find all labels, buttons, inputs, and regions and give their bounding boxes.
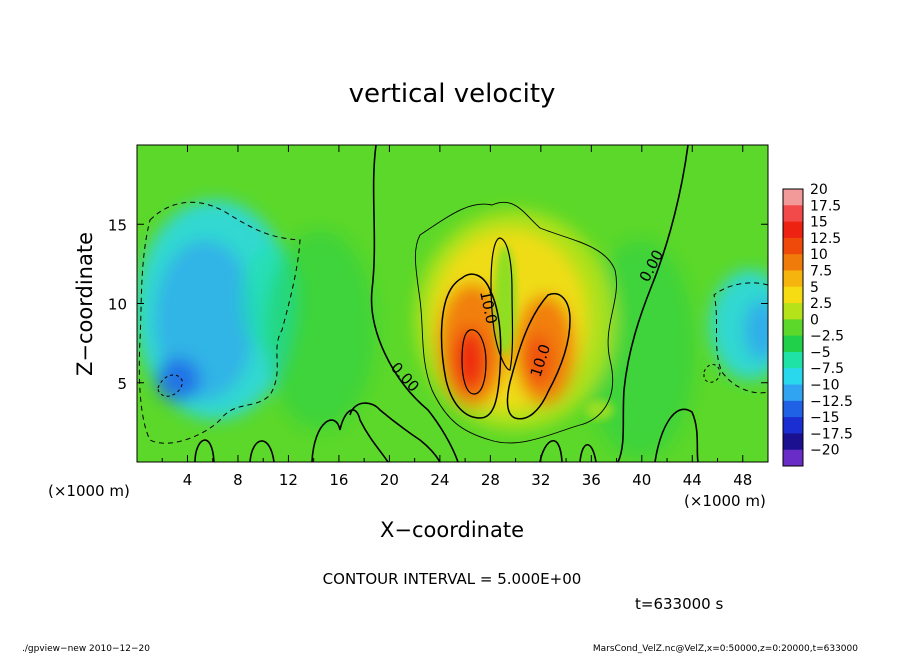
- contour-fifteen-left: [461, 329, 487, 395]
- contour-ten-left: [440, 273, 502, 419]
- colorbar-swatch: [783, 254, 803, 271]
- contour-bump-1: [194, 439, 215, 462]
- colorbar-swatch: [783, 384, 803, 402]
- downdraft-right-core: [744, 300, 768, 360]
- colorbar-label: −20: [810, 443, 840, 459]
- x-axis-ticks: 4 8 12 16 20 24 28 32 36 40 44 48: [161, 145, 752, 489]
- contour-ten-right: [506, 293, 571, 420]
- colorbar-label: −15: [810, 410, 840, 426]
- x-tick-label: 12: [279, 471, 298, 489]
- contour-neg-small: [703, 364, 721, 383]
- colorbar-swatch: [783, 237, 803, 255]
- colorbar-swatch: [783, 400, 803, 418]
- colorbar-label: 10: [810, 247, 828, 263]
- contour-interval: CONTOUR INTERVAL = 5.000E+00: [323, 570, 582, 588]
- x-tick-label: 32: [531, 471, 550, 489]
- x-tick-label: 28: [481, 471, 500, 489]
- contour-neg-right: [713, 282, 768, 394]
- colorbar-swatch: [783, 335, 803, 353]
- footer-right: MarsCond_VelZ.nc@VelZ,x=0:50000,z=0:2000…: [593, 644, 858, 654]
- colorbar-label: −7.5: [810, 361, 844, 377]
- colorbar-frame: [782, 188, 804, 467]
- x-tick-label: 40: [632, 471, 651, 489]
- x-tick-label: 48: [733, 471, 752, 489]
- colorbar: 2017.51512.5107.552.50−2.5−5−7.5−10−12.5…: [782, 182, 853, 467]
- x-tick-label: 20: [380, 471, 399, 489]
- footer-left: ./gpview−new 2010−12−20: [22, 644, 150, 654]
- x-tick-label: 36: [582, 471, 601, 489]
- surface-blob-1: [586, 400, 614, 420]
- colorbar-label: 7.5: [810, 263, 832, 279]
- y-axis-unit: (×1000 m): [48, 482, 130, 500]
- colorbar-label: 5: [810, 280, 819, 296]
- contour-bump-7: [654, 408, 699, 462]
- transition-left: [265, 230, 375, 430]
- y-tick-label: 10: [108, 296, 127, 314]
- x-tick-label: 4: [183, 471, 193, 489]
- contour-bump-6: [579, 443, 597, 462]
- colorbar-label: −10: [810, 378, 840, 394]
- contour-lines: [138, 145, 768, 462]
- contour-zero-right: [617, 145, 689, 462]
- colorbar-label: 17.5: [810, 198, 841, 214]
- contour-split: [490, 237, 514, 371]
- colorbar-swatch: [783, 433, 803, 451]
- contour-bump-4: [349, 402, 441, 462]
- heatmap-field: 0.00 0.00 10.0 10.0: [137, 145, 768, 462]
- contour-zero-left: [370, 145, 459, 462]
- x-tick-label: 44: [683, 471, 702, 489]
- y-axis-label: Z−coordinate: [73, 232, 97, 376]
- colorbar-swatch: [783, 205, 803, 223]
- colorbar-label: −12.5: [810, 394, 853, 410]
- colorbar-swatch: [783, 189, 803, 206]
- colorbar-label: −5: [810, 345, 831, 361]
- contour-bump-5: [539, 439, 563, 462]
- contour-bump-3: [311, 409, 389, 462]
- colorbar-label: −2.5: [810, 329, 844, 345]
- colorbar-swatch: [783, 368, 803, 386]
- contour-bump-2: [249, 440, 275, 462]
- colorbar-swatch: [783, 286, 803, 304]
- colorbar-swatch: [783, 417, 803, 434]
- colorbar-swatch: [783, 351, 803, 369]
- colorbar-swatch: [783, 319, 803, 337]
- colorbar-swatch: [783, 449, 803, 467]
- y-axis-ticks: 5 10 15: [108, 216, 768, 393]
- colorbar-swatch: [783, 270, 803, 288]
- colorbar-label: 0: [810, 312, 819, 328]
- colorbar-label: 12.5: [810, 231, 841, 247]
- x-tick-label: 8: [233, 471, 243, 489]
- x-tick-label: 24: [430, 471, 449, 489]
- colorbar-label: −17.5: [810, 426, 853, 442]
- colorbar-label: 20: [810, 182, 828, 198]
- y-tick-label: 15: [108, 216, 127, 234]
- transition-right: [585, 240, 695, 460]
- x-axis-unit: (×1000 m): [684, 492, 766, 510]
- contour-five: [414, 201, 617, 444]
- colorbar-label: 2.5: [810, 296, 832, 312]
- time-label: t=633000 s: [635, 595, 723, 613]
- updraft-left-core: [454, 328, 486, 392]
- colorbar-swatch: [783, 221, 803, 239]
- downdraft-left-core: [156, 358, 200, 402]
- x-axis-label: X−coordinate: [380, 518, 524, 542]
- updraft-right-core: [524, 334, 552, 386]
- chart-title: vertical velocity: [349, 79, 556, 109]
- x-tick-label: 16: [329, 471, 348, 489]
- colorbar-swatch: [783, 303, 803, 320]
- contour-neg-left: [138, 201, 301, 444]
- y-tick-label: 5: [117, 375, 127, 393]
- colorbar-label: 15: [810, 215, 828, 231]
